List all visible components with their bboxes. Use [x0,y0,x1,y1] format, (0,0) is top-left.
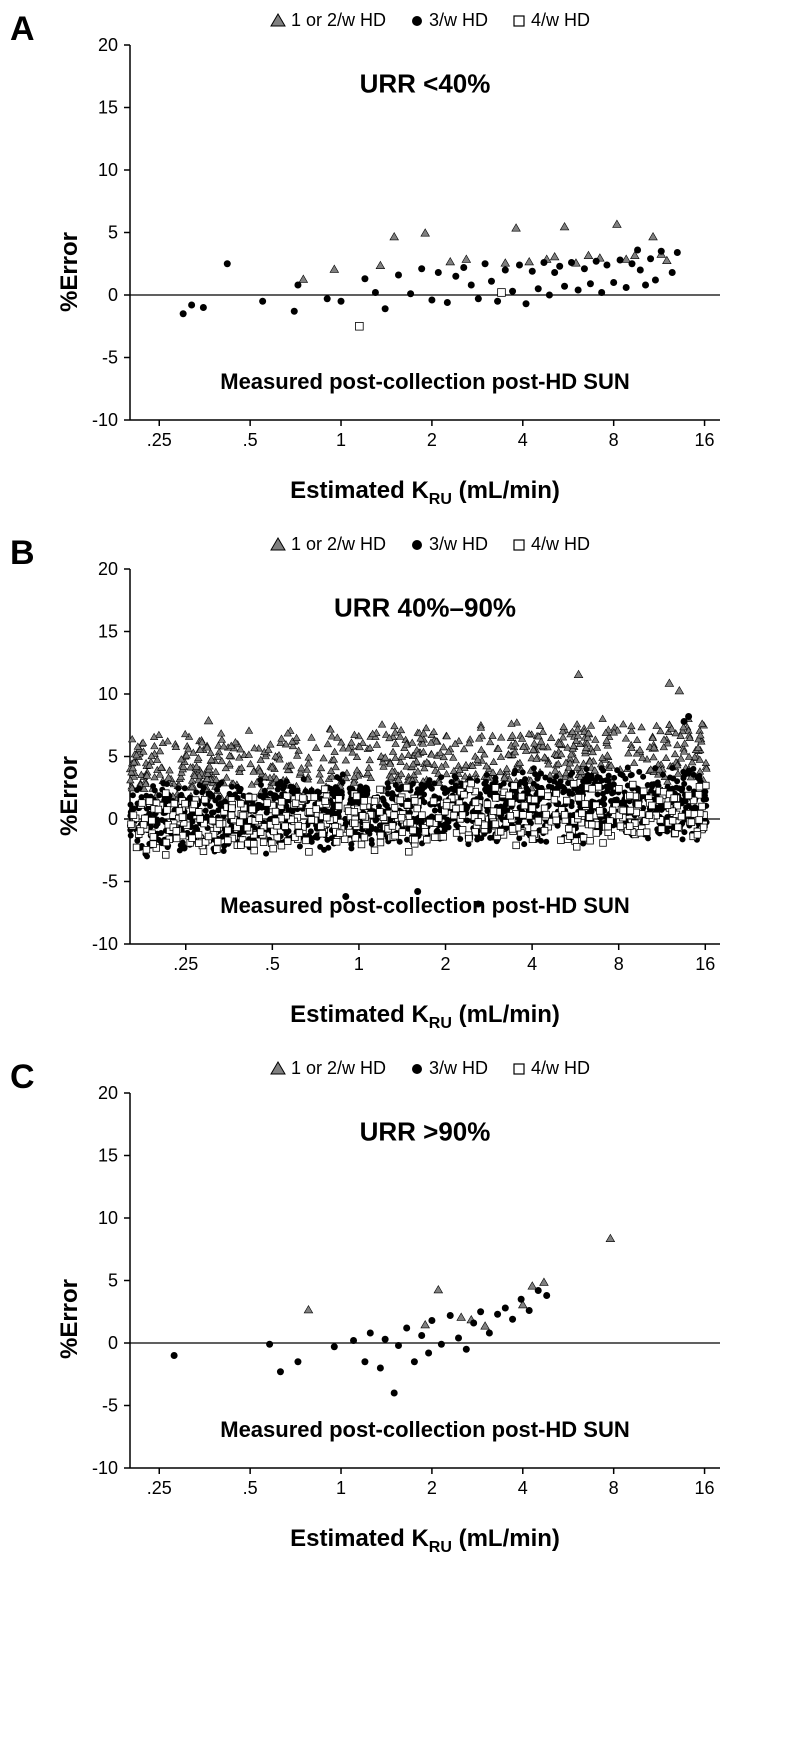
svg-text:8: 8 [609,1478,619,1498]
legend-item: 1 or 2/w HD [270,1058,386,1078]
svg-text:5: 5 [108,746,118,766]
panel-A: A 1 or 2/w HD 3/w HD 4/w HD %Error -10 -5… [10,10,790,509]
svg-text:15: 15 [98,621,118,641]
svg-text:URR >90%: URR >90% [360,1116,491,1146]
svg-text:5: 5 [108,223,118,243]
legend-item: 1 or 2/w HD [270,534,386,554]
svg-text:8: 8 [609,430,619,450]
legend-item: 4/w HD [512,10,590,30]
svg-text:16: 16 [695,430,715,450]
legend-item: 4/w HD [512,534,590,554]
svg-text:1: 1 [336,1478,346,1498]
svg-text:Measured post-collection post-: Measured post-collection post-HD SUN [220,893,629,918]
legend: 1 or 2/w HD 3/w HD 4/w HD [10,534,790,555]
svg-text:10: 10 [98,684,118,704]
scatter-plot: -10 -5 0 5 10 15 20 .25 .5 1 2 4 8 16 URR 40%–90% Measu… [60,559,740,999]
svg-text:0: 0 [108,809,118,829]
legend-item: 4/w HD [512,1058,590,1078]
svg-text:-5: -5 [102,1395,118,1415]
y-axis-label: %Error [56,232,84,312]
svg-text:.5: .5 [243,430,258,450]
svg-text:0: 0 [108,285,118,305]
panel-label: C [10,1058,35,1097]
svg-text:.25: .25 [147,430,172,450]
y-axis-label: %Error [56,1279,84,1359]
svg-text:4: 4 [518,1478,528,1498]
legend-item: 1 or 2/w HD [270,10,386,30]
svg-text:-5: -5 [102,871,118,891]
x-axis-label: Estimated KRU (mL/min) [60,1525,790,1557]
scatter-plot: -10 -5 0 5 10 15 20 .25 .5 1 2 4 8 16 URR >90% Measured… [60,1083,740,1523]
svg-text:15: 15 [98,98,118,118]
svg-text:Measured post-collection post-: Measured post-collection post-HD SUN [220,1416,629,1441]
svg-text:10: 10 [98,160,118,180]
svg-text:8: 8 [614,954,624,974]
svg-text:2: 2 [427,1478,437,1498]
svg-text:16: 16 [695,954,715,974]
scatter-plot: -10 -5 0 5 10 15 20 .25 .5 1 2 4 8 16 URR <40% Measured… [60,35,740,475]
svg-text:.5: .5 [243,1478,258,1498]
legend: 1 or 2/w HD 3/w HD 4/w HD [10,10,790,31]
svg-text:20: 20 [98,1083,118,1103]
svg-text:1: 1 [336,430,346,450]
x-axis-label: Estimated KRU (mL/min) [60,477,790,509]
svg-text:URR 40%–90%: URR 40%–90% [334,592,516,622]
svg-text:1: 1 [354,954,364,974]
svg-text:10: 10 [98,1208,118,1228]
svg-text:.25: .25 [147,1478,172,1498]
svg-text:.5: .5 [265,954,280,974]
svg-text:20: 20 [98,559,118,579]
x-axis-label: Estimated KRU (mL/min) [60,1001,790,1033]
svg-text:15: 15 [98,1145,118,1165]
legend: 1 or 2/w HD 3/w HD 4/w HD [10,1058,790,1079]
svg-text:4: 4 [518,430,528,450]
svg-text:16: 16 [695,1478,715,1498]
panel-B: B 1 or 2/w HD 3/w HD 4/w HD %Error -10 -5… [10,534,790,1033]
y-axis-label: %Error [56,756,84,836]
svg-text:-10: -10 [92,1458,118,1478]
panel-C: C 1 or 2/w HD 3/w HD 4/w HD %Error -10 -5… [10,1058,790,1557]
svg-text:20: 20 [98,35,118,55]
svg-text:-10: -10 [92,934,118,954]
svg-text:-10: -10 [92,410,118,430]
legend-item: 3/w HD [410,1058,488,1078]
panel-label: A [10,10,35,49]
svg-text:.25: .25 [173,954,198,974]
legend-item: 3/w HD [410,534,488,554]
svg-text:2: 2 [441,954,451,974]
legend-item: 3/w HD [410,10,488,30]
svg-text:2: 2 [427,430,437,450]
svg-text:URR <40%: URR <40% [360,69,491,99]
svg-text:5: 5 [108,1270,118,1290]
svg-text:-5: -5 [102,348,118,368]
panel-label: B [10,534,35,573]
svg-text:4: 4 [527,954,537,974]
svg-text:0: 0 [108,1333,118,1353]
svg-text:Measured post-collection post-: Measured post-collection post-HD SUN [220,369,629,394]
